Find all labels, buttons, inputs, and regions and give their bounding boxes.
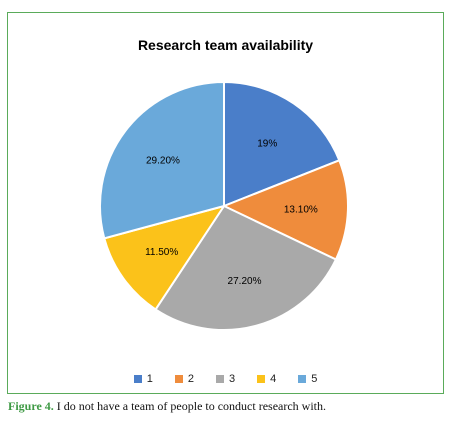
pie-data-label-4: 11.50%	[145, 247, 178, 258]
pie-data-label-3: 27.20%	[228, 276, 262, 287]
pie-slice-3	[154, 204, 338, 331]
legend-item-5: 5	[298, 373, 317, 385]
legend-label-3: 3	[228, 373, 236, 385]
chart-frame: Research team availability 19% 13.10% 27.2…	[7, 12, 444, 394]
legend-item-1: 1	[133, 373, 153, 385]
pie-slice-1	[223, 80, 341, 208]
pie-slice-4	[103, 204, 227, 311]
legend-label-4: 4	[270, 373, 277, 385]
legend-label-5: 5	[311, 373, 318, 385]
pie-slice-2	[221, 159, 349, 261]
legend-label-2: 2	[187, 373, 194, 385]
figure-caption: Figure 4. I do not have a team of people…	[8, 399, 448, 414]
legend-item-4: 4	[257, 373, 276, 385]
pie-data-label-5: 29.20%	[146, 155, 180, 166]
pie-slice-5	[99, 80, 225, 240]
chart-title: Research team availability	[137, 37, 314, 53]
legend-swatch-1	[133, 375, 142, 383]
legend-label-1: 1	[146, 373, 153, 385]
chart-legend: 1 2 3 4 5	[8, 373, 443, 385]
pie-chart: 19% 13.10% 27.20% 11.50% 29.20%	[99, 80, 349, 331]
legend-item-3: 3	[215, 373, 236, 385]
pie-data-label-1: 19%	[257, 138, 277, 149]
figure-caption-label: Figure 4.	[8, 399, 54, 413]
legend-swatch-2	[174, 375, 183, 383]
figure-caption-text: I do not have a team of people to conduc…	[53, 399, 327, 413]
legend-swatch-3	[215, 375, 224, 383]
pie-data-label-2: 13.10%	[284, 205, 318, 216]
legend-swatch-4	[257, 375, 266, 383]
legend-swatch-5	[298, 375, 307, 383]
legend-item-2: 2	[174, 373, 194, 385]
